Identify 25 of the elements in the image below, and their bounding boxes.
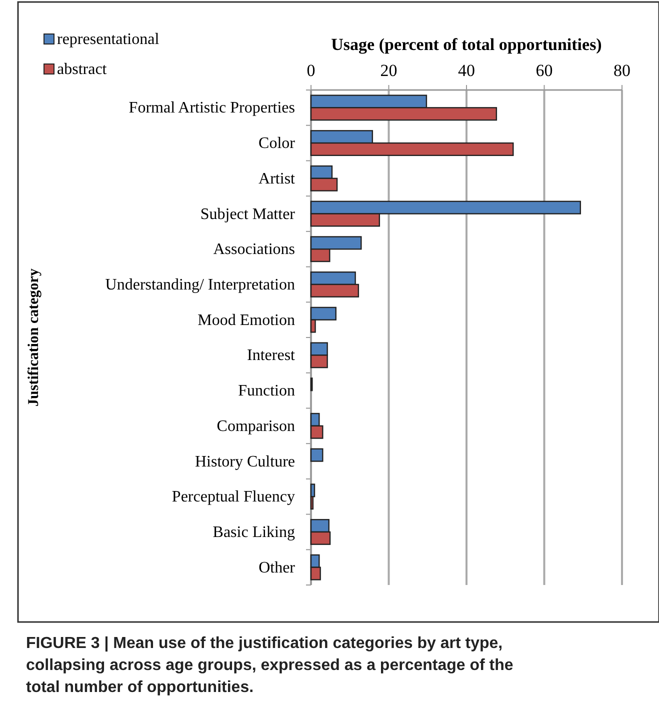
y-tick-label: Mood Emotion (198, 312, 295, 329)
caption: FIGURE 3 | Mean use of the justification categories by art type, collapsing across age groups, expressed as a percentage of the total number of opportunities. (26, 635, 514, 696)
y-tick-label: History Culture (195, 453, 295, 470)
y-tick-label: Basic Liking (212, 524, 295, 541)
x-tick-label: 80 (614, 61, 630, 80)
x-tick-label: 0 (306, 61, 316, 80)
bar (310, 448, 324, 462)
y-axis-title: Justification category (26, 268, 42, 406)
y-tick-label: Interest (247, 347, 296, 364)
y-tick-label: Associations (213, 241, 295, 258)
y-tick-label: Color (258, 135, 296, 152)
y-tick-label: Perceptual Fluency (172, 488, 295, 506)
legend-label: representational (57, 31, 160, 48)
y-tick-label: Function (238, 382, 295, 400)
y-tick-label: Understanding/ Interpretation (105, 276, 295, 294)
y-tick-label: Formal Artistic Properties (128, 100, 295, 117)
y-tick-label: Other (258, 559, 296, 576)
x-axis-title: Usage (percent of total opportunities) (331, 35, 602, 54)
y-tick-label: Subject Matter (200, 206, 296, 223)
x-tick-label: 40 (458, 61, 475, 80)
y-tick-label: Artist (258, 170, 296, 188)
x-tick-label: 20 (380, 61, 398, 80)
legend-label: abstract (57, 61, 108, 78)
y-tick-label: Comparison (216, 418, 295, 435)
x-tick-label: 60 (536, 61, 553, 80)
